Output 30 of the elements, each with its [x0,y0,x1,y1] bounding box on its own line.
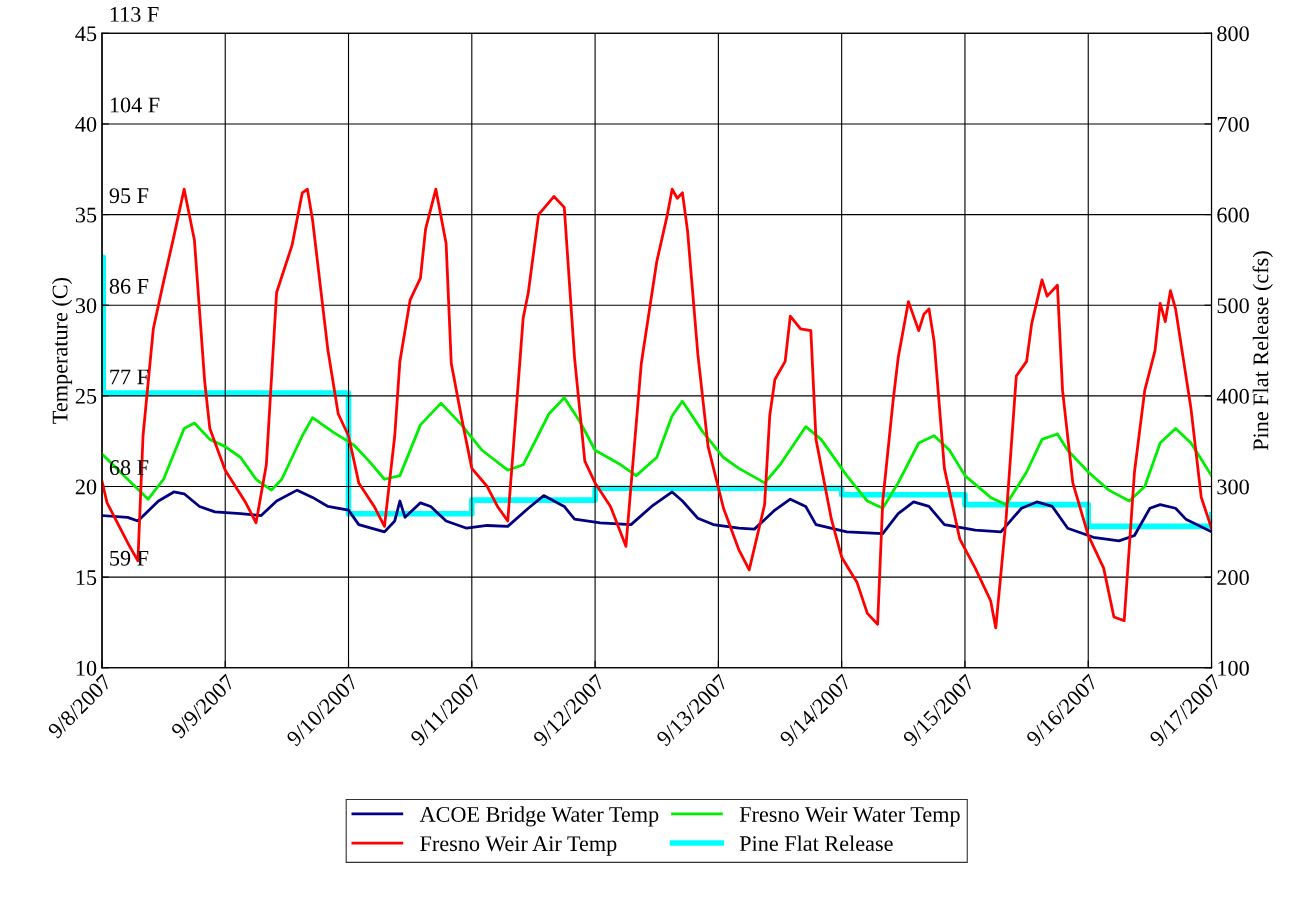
line-series [101,396,1212,510]
line-series [101,187,1212,630]
annotation: 95 F [109,188,149,204]
legend-label: Pine Flat Release [739,835,893,852]
y-tick-label: 45 [75,26,97,42]
y2-axis-title: Pine Flat Release (cfs) [1252,251,1273,451]
y-tick-label: 40 [75,116,97,132]
y-tick-label: 25 [75,388,97,404]
y2-tick-label: 400 [1216,388,1249,404]
y-axis-title: Temperature (C) [51,277,73,424]
y-tick-label: 10 [76,660,97,676]
line-series [101,488,1212,543]
y-tick-label: 35 [75,207,97,223]
y2-tick-label: 700 [1217,116,1249,132]
annotation: 86 F [109,278,149,294]
text: 113 F [110,6,159,22]
y-tick-label: 20 [75,479,97,495]
y2-tick-label: 500 [1217,298,1249,314]
annotation: 104 F [110,97,160,113]
y2-tick-label: 200 [1217,570,1249,586]
legend-label: ACOE Bridge Water Temp [419,806,659,827]
y2-tick-label: 100 [1218,660,1249,676]
y2-tick-label: 300 [1217,479,1249,495]
annotation: 59 F [110,550,149,566]
legend-label: Fresno Weir Water Temp [739,806,960,827]
y-tick-label: 30 [75,298,97,314]
legend-label: Fresno Weir Air Temp [420,836,617,856]
y-tick-label: 15 [76,570,97,586]
y2-tick-label: 800 [1217,26,1249,42]
y2-tick-label: 600 [1217,207,1249,223]
